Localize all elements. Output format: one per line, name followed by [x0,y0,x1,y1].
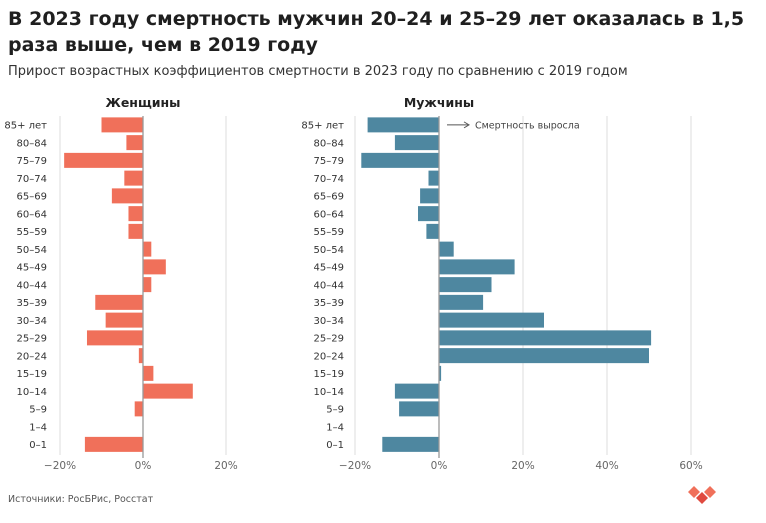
y-category-label: 25–29 [17,334,47,345]
y-category-label: 10–14 [314,387,344,398]
x-tick-label: 40% [595,460,618,472]
y-category-label: 30–34 [17,316,47,327]
y-category-label: 55–59 [314,227,344,238]
bar-men [399,401,439,417]
y-category-label: 0–1 [326,440,344,451]
y-category-label: 85+ лет [301,121,344,132]
y-category-label: 5–9 [29,405,47,416]
source-note: Источники: РосБРис, Росстат [8,494,154,505]
annotation-label: Смертность выросла [475,120,580,131]
bar-men [428,170,439,186]
bar-men [367,117,439,133]
bar-women [143,277,152,293]
bar-women [105,312,143,328]
bar-men [439,312,544,328]
chart-subtitle: Прирост возрастных коэффициентов смертно… [8,64,628,79]
y-category-label: 75–79 [314,156,344,167]
bar-women [111,188,143,204]
bar-women [126,135,143,151]
y-category-label: 45–49 [17,263,47,274]
y-category-label: 75–79 [17,156,47,167]
bar-women [95,294,143,310]
y-category-label: 15–19 [17,369,47,380]
annotation-arrow-head [463,121,470,129]
y-category-label: 50–54 [314,245,344,256]
bar-men [439,277,492,293]
y-category-label: 10–14 [17,387,47,398]
bar-women [101,117,143,133]
y-category-label: 20–24 [314,351,344,362]
y-category-label: 45–49 [314,263,344,274]
bar-men [439,294,484,310]
bar-men [382,436,439,452]
panel-title: Мужчины [404,95,474,110]
bar-women [138,348,143,364]
y-category-label: 40–44 [314,280,344,291]
bar-men [361,152,439,168]
brand-logo-icon [688,486,716,504]
y-category-label: 60–64 [17,209,47,220]
panel-title: Женщины [106,95,181,110]
y-category-label: 50–54 [17,245,47,256]
y-category-label: 1–4 [326,422,344,433]
x-tick-label: −20% [44,460,76,472]
y-category-label: 20–24 [17,351,47,362]
y-category-label: 60–64 [314,209,344,220]
y-category-label: 35–39 [314,298,344,309]
y-category-label: 65–69 [17,192,47,203]
x-tick-label: −20% [339,460,371,472]
x-tick-label: 0% [135,460,152,472]
bar-women [143,383,193,399]
chart-title: В 2023 году смертность мужчин 20–24 и 25… [8,8,745,56]
y-category-label: 0–1 [29,440,47,451]
bar-men [394,383,439,399]
bar-men [439,348,649,364]
x-tick-label: 20% [214,460,237,472]
bar-women [84,436,143,452]
y-category-label: 35–39 [17,298,47,309]
y-category-label: 15–19 [314,369,344,380]
bar-men [418,206,439,222]
bar-women [128,223,143,239]
bar-men [426,223,439,239]
y-category-label: 25–29 [314,334,344,345]
bar-men [439,330,652,346]
y-category-label: 85+ лет [4,121,47,132]
bar-women [64,152,143,168]
bar-men [439,365,442,381]
bar-women [143,241,152,257]
y-category-label: 55–59 [17,227,47,238]
y-category-label: 30–34 [314,316,344,327]
bar-men [439,259,515,275]
bar-women [86,330,143,346]
y-category-label: 80–84 [314,138,344,149]
y-category-label: 1–4 [29,422,47,433]
x-tick-label: 20% [511,460,534,472]
y-category-label: 80–84 [17,138,47,149]
y-category-label: 5–9 [326,405,344,416]
x-tick-label: 60% [679,460,702,472]
y-category-label: 70–74 [17,174,47,185]
bar-women [124,170,143,186]
bar-women [128,206,143,222]
y-category-label: 40–44 [17,280,47,291]
y-category-label: 70–74 [314,174,344,185]
bar-men [394,135,439,151]
bar-women [143,365,154,381]
bar-men [439,241,454,257]
bar-men [420,188,439,204]
y-category-label: 65–69 [314,192,344,203]
bar-women [143,259,166,275]
bar-women [134,401,143,417]
x-tick-label: 0% [431,460,448,472]
